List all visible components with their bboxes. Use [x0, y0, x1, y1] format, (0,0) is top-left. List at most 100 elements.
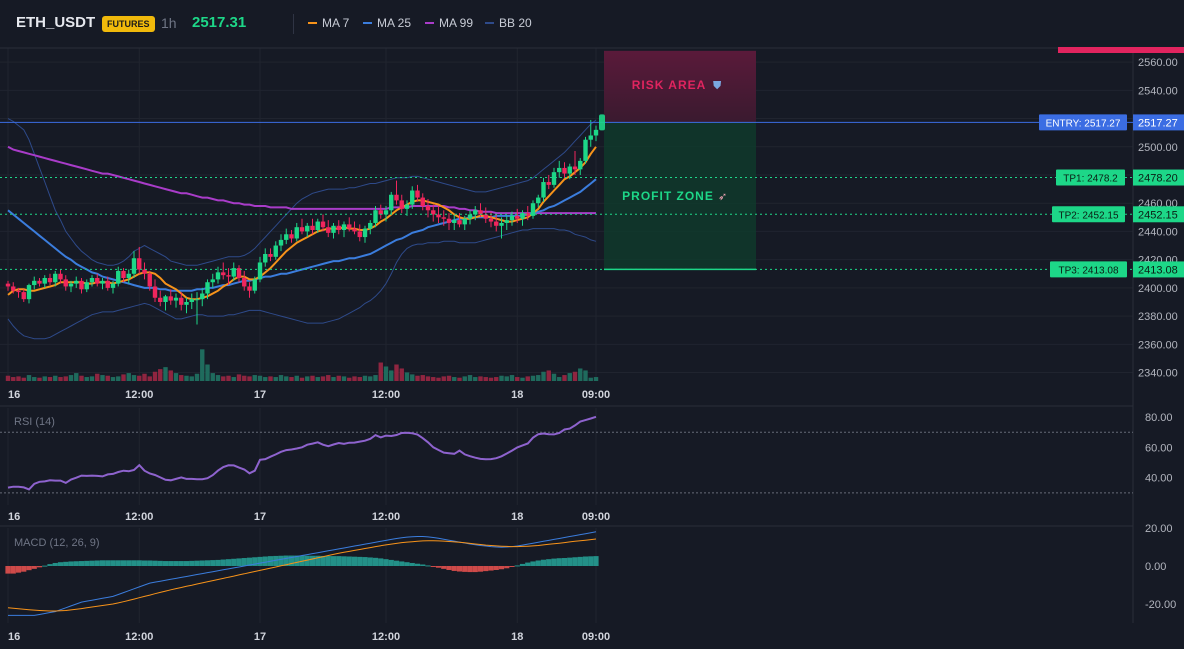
macd-histogram-bar — [173, 561, 179, 566]
risk-area-zone[interactable] — [604, 50, 756, 123]
last-price: 2517.31 — [192, 14, 247, 31]
volume-bar — [536, 375, 541, 381]
candle-body — [425, 206, 431, 211]
volume-bar — [567, 373, 572, 381]
candle-body — [536, 197, 541, 204]
price-tick-label: 2500.00 — [1138, 142, 1178, 154]
ma99-line — [7, 145, 596, 215]
macd-histogram-bar — [168, 561, 174, 566]
candle-body — [462, 218, 467, 225]
risk-area-label: RISK AREA — [632, 78, 707, 92]
ma99-swatch — [425, 21, 434, 24]
tp2-label-text: TP2: 2452.15 — [1058, 210, 1118, 221]
macd-histogram-bar — [372, 557, 379, 566]
candle-body — [368, 222, 373, 229]
volume-bar — [105, 375, 110, 381]
volume-bar — [509, 375, 515, 381]
price-tick-label: 2340.00 — [1138, 368, 1178, 380]
price-tick-label: 2560.00 — [1138, 57, 1178, 69]
macd-histogram-bar — [89, 560, 95, 566]
volume-bar — [368, 376, 373, 381]
time-label-0: 18 — [511, 389, 523, 401]
candle-body — [515, 215, 520, 219]
volume-bar — [268, 376, 273, 381]
candle-body — [121, 270, 126, 278]
price-tick-label: 2400.00 — [1138, 283, 1178, 295]
candle-body — [373, 210, 378, 223]
price-labels: ENTRY: 2517.27 2517.27 TP1: 2478.2 2478.20 T… — [599, 114, 1184, 278]
macd-histogram-bar — [220, 559, 226, 566]
volume-bar — [74, 373, 79, 381]
volume-bar — [488, 377, 494, 381]
legend-ma7[interactable]: MA 7 — [308, 16, 349, 30]
macd-histogram-bar — [446, 566, 452, 570]
macd-histogram-bar — [73, 561, 79, 566]
macd-histogram-bar — [467, 566, 473, 573]
candle-body — [53, 273, 58, 283]
candle-body — [341, 224, 347, 231]
legend-ma25[interactable]: MA 25 — [363, 16, 411, 30]
legend-bb20[interactable]: BB 20 — [485, 16, 532, 30]
candle-body — [247, 286, 252, 291]
macd-histogram-bar — [540, 559, 547, 566]
volume-bar — [242, 375, 247, 381]
macd-histogram-bar — [21, 566, 27, 572]
candle-body — [42, 277, 47, 284]
macd-histogram-bar — [225, 559, 232, 566]
candle-body — [79, 280, 84, 290]
volume-bar — [310, 375, 315, 381]
volume-bar — [215, 375, 221, 381]
symbol-name[interactable]: ETH_USDT — [16, 14, 96, 31]
time-label-2: 12:00 — [372, 631, 400, 643]
macd-title: MACD (12, 26, 9) — [14, 537, 100, 549]
candle-body — [572, 166, 578, 170]
legend-ma99[interactable]: MA 99 — [425, 16, 473, 30]
bb-lower-line — [7, 228, 597, 340]
macd-histogram-bar — [504, 566, 510, 569]
time-label-2: 16 — [8, 631, 20, 643]
macd-signal-line — [7, 538, 597, 612]
macd-histogram-bar — [404, 562, 410, 566]
volume-bar — [441, 376, 446, 381]
candle-body — [446, 218, 452, 223]
volume-bar — [184, 375, 189, 381]
volume-bar — [546, 370, 551, 381]
volume-bar — [331, 377, 336, 381]
bollinger-bands — [7, 118, 597, 340]
macd-histogram-bar — [141, 560, 148, 566]
volume-bar — [326, 375, 331, 381]
macd-histogram-bar — [152, 560, 158, 566]
volume-bar — [42, 376, 47, 381]
candle-body — [184, 301, 189, 305]
candle-body — [525, 213, 530, 216]
volume-bar — [126, 373, 131, 381]
volume-bar — [142, 373, 147, 381]
macd-histogram-bar — [215, 559, 221, 566]
candle-body — [84, 282, 89, 290]
candle-body — [588, 135, 593, 140]
volume-bar — [168, 370, 173, 381]
entry-price-text: 2517.27 — [1138, 117, 1178, 129]
candle-body — [168, 296, 173, 301]
candle-body — [483, 214, 488, 219]
volume-bar — [210, 373, 215, 381]
macd-histogram-bar — [257, 556, 263, 566]
profit-zone[interactable] — [604, 122, 756, 270]
candle-body — [504, 220, 509, 223]
volume-bar — [315, 377, 320, 381]
candlesticks[interactable] — [5, 119, 599, 325]
timeframe-selector[interactable]: 1h — [161, 15, 177, 31]
candle-body — [179, 297, 184, 305]
candle-body — [137, 258, 142, 270]
volume-bar — [147, 376, 152, 381]
volume-bar — [84, 377, 89, 381]
candle-body — [147, 273, 152, 287]
macd-histogram-bar — [78, 561, 85, 566]
volume-bar — [95, 373, 100, 381]
volume-bar — [163, 367, 168, 381]
macd-histogram-bar — [294, 555, 300, 566]
macd-histogram-bar — [288, 555, 295, 566]
volume-bar — [457, 377, 462, 381]
macd-histogram-bar — [63, 561, 69, 566]
